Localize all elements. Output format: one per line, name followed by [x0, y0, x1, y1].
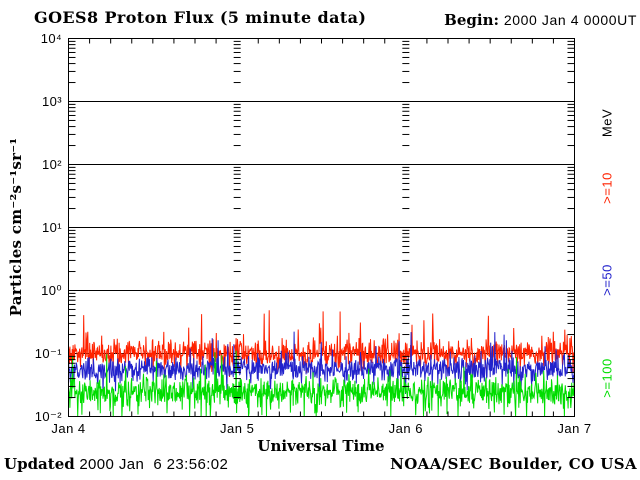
begin-label: Begin:: [444, 11, 500, 29]
begin-timestamp: Begin: 2000 Jan 4 0000UT: [444, 11, 637, 29]
y-tick-label: 10²: [42, 156, 62, 172]
updated-timestamp: Updated 2000 Jan 6 23:56:02: [4, 455, 228, 473]
y-tick-label: 10¹: [42, 219, 62, 235]
updated-label: Updated: [4, 455, 75, 473]
y-tick-label: 10⁴: [40, 30, 62, 46]
x-tick-label: Jan 7: [557, 421, 592, 436]
x-tick-label: Jan 4: [51, 421, 86, 436]
chart-title: GOES8 Proton Flux (5 minute data): [34, 8, 367, 27]
y-tick-label: 10⁻¹: [34, 345, 62, 361]
series-100: [68, 350, 575, 417]
legend-label: >=100: [599, 358, 615, 398]
begin-value: 2000 Jan 4 0000UT: [503, 12, 637, 28]
units-label: MeV: [599, 108, 615, 138]
x-tick-label: Jan 5: [220, 421, 255, 436]
updated-value: 2000 Jan 6 23:56:02: [74, 456, 229, 473]
legend-label: >=10: [599, 172, 615, 204]
y-tick-label: 10⁰: [41, 282, 62, 298]
x-tick-label: Jan 6: [388, 421, 423, 436]
legend-label: >=50: [599, 264, 615, 296]
y-tick-label: 10⁻²: [34, 408, 62, 424]
y-tick-label: 10³: [42, 93, 62, 109]
x-axis-title: Universal Time: [257, 437, 385, 455]
credit-text: NOAA/SEC Boulder, CO USA: [390, 455, 637, 473]
series-50: [68, 331, 575, 399]
